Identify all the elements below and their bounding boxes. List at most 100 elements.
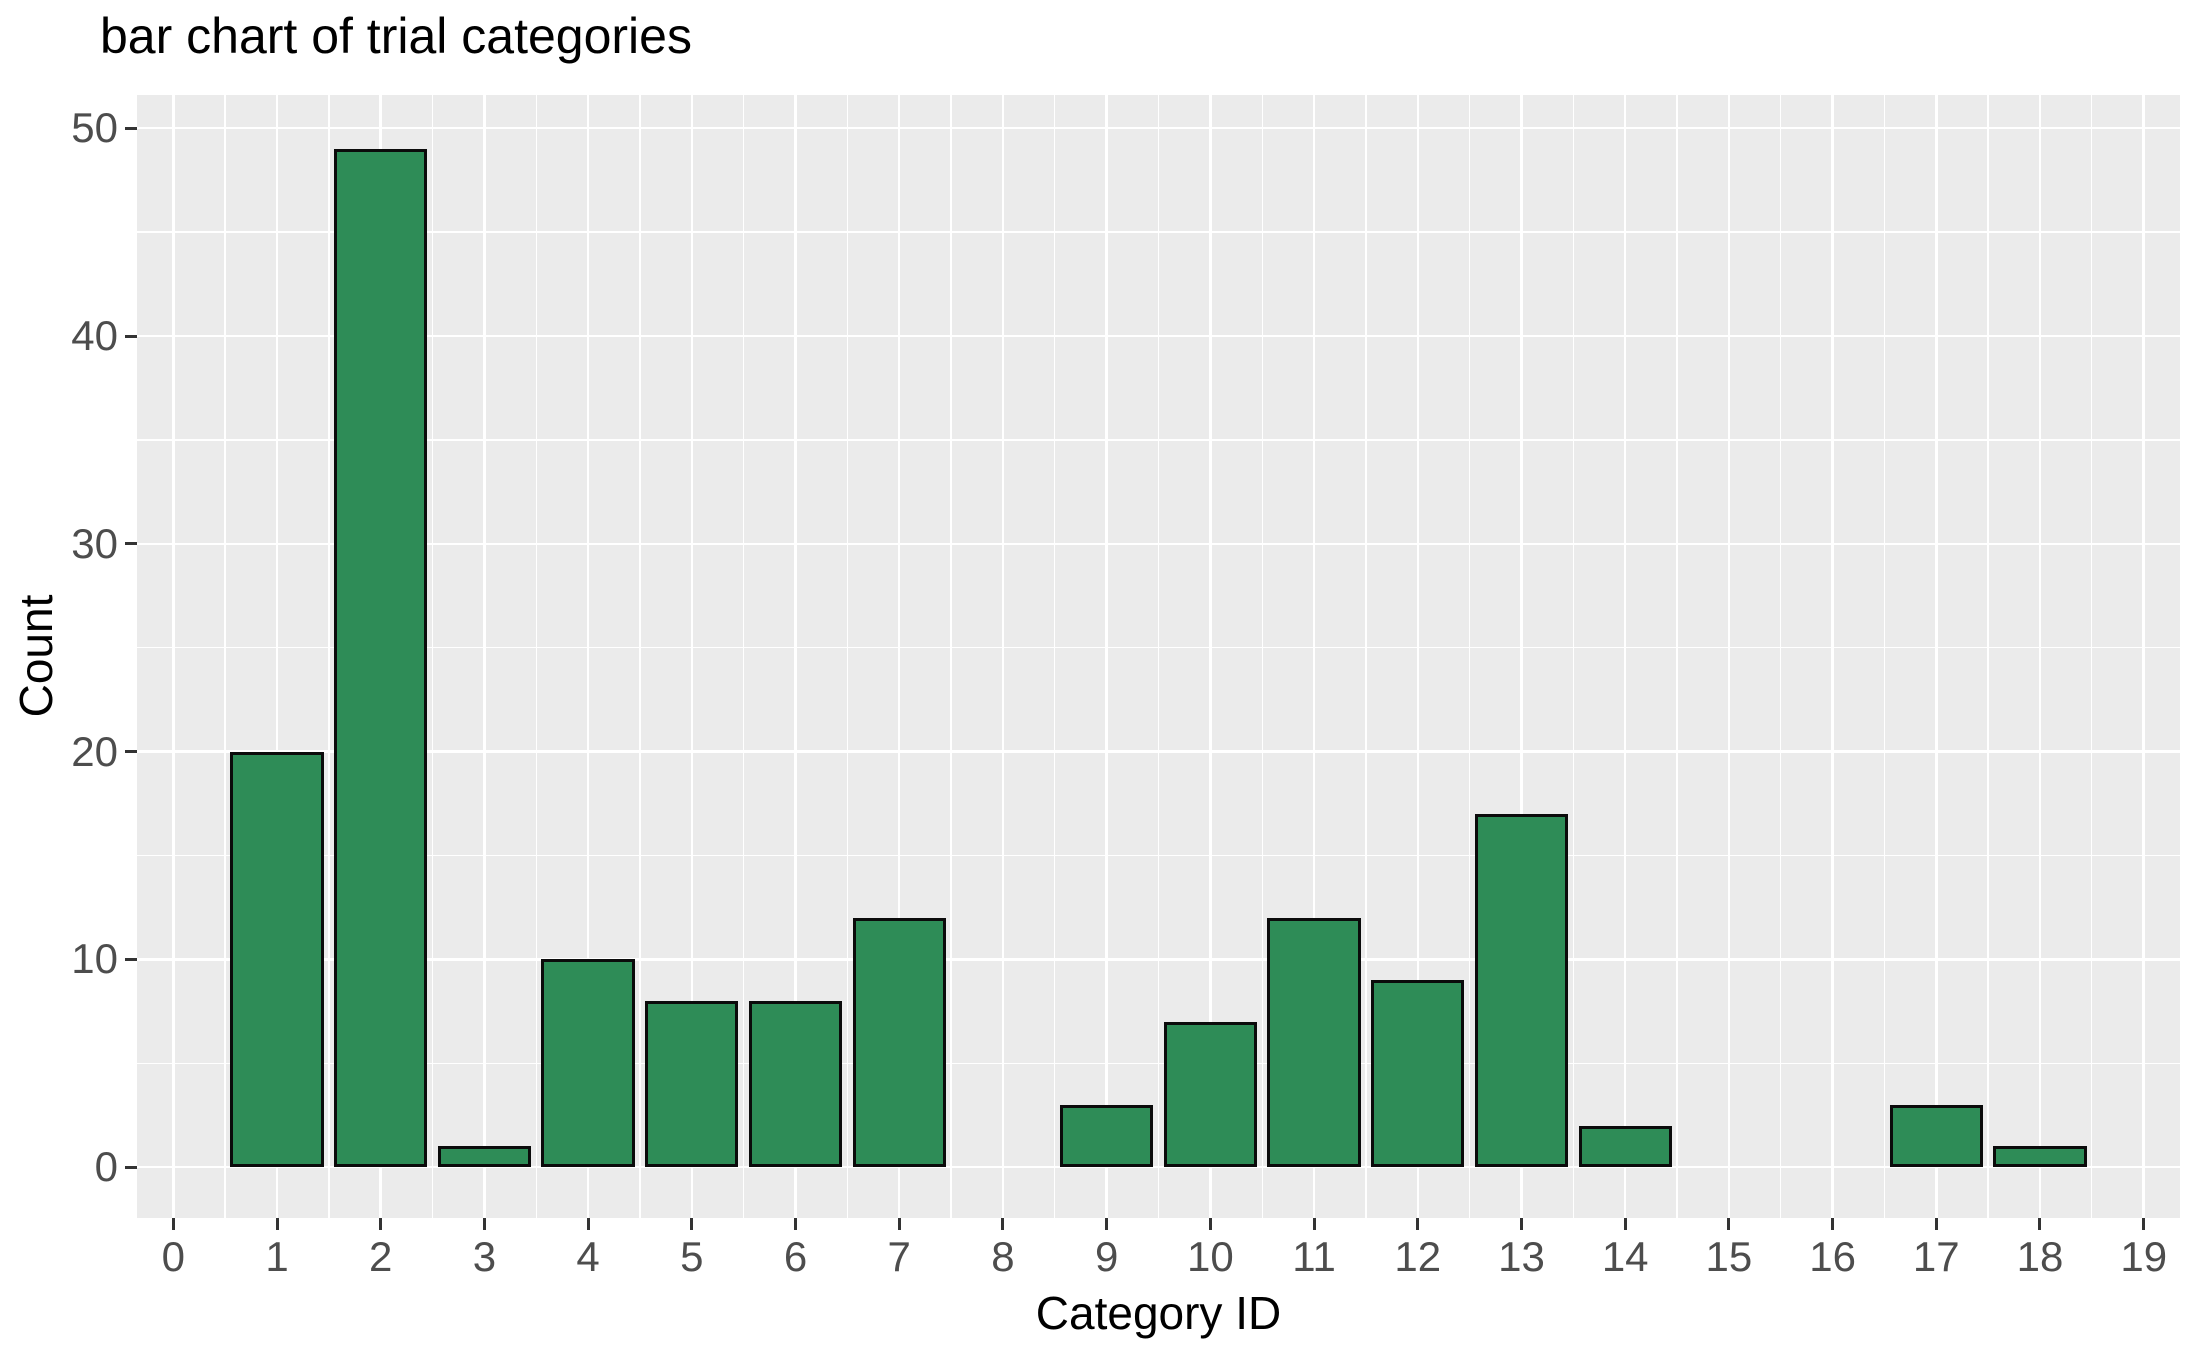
minor-gridline-x [1987,95,1989,1218]
bar-category-7 [852,917,946,1168]
bar-category-4 [541,959,635,1168]
x-tick-label: 3 [472,1233,497,1280]
y-tick-label: 30 [71,519,118,567]
x-tick-mark [1416,1218,1420,1230]
minor-gridline-x [1261,95,1263,1218]
x-tick-mark [794,1218,798,1230]
minor-gridline-x [1054,95,1056,1218]
x-tick-mark [586,1218,590,1230]
x-tick-label: 17 [1912,1233,1960,1280]
major-gridline-x [1831,95,1834,1218]
minor-gridline-y [137,854,2180,857]
y-tick-label: 40 [71,312,118,359]
x-tick-label: 7 [887,1233,911,1280]
major-gridline-x [1209,95,1212,1218]
x-tick-label: 8 [991,1233,1015,1280]
x-tick-label: 13 [1498,1233,1545,1280]
major-gridline-x [1105,95,1108,1218]
major-gridline-x [1416,95,1419,1218]
bar-category-10 [1163,1021,1257,1168]
x-tick-label: 1 [265,1233,289,1280]
major-gridline-x [1520,95,1523,1218]
major-gridline-y [137,126,2180,130]
x-tick-label: 10 [1186,1233,1234,1280]
minor-gridline-x [1780,95,1782,1218]
plot-panel [137,95,2180,1218]
major-gridline-x [275,95,279,1218]
minor-gridline-y [137,439,2180,441]
x-tick-label: 16 [1809,1233,1856,1280]
y-tick-mark [125,957,137,961]
major-gridline-y [137,542,2180,546]
bar-category-14 [1578,1125,1672,1168]
major-gridline-x [690,95,694,1218]
minor-gridline-x [950,95,952,1218]
y-tick-label: 50 [71,104,118,152]
x-tick-mark [897,1218,901,1230]
bar-category-5 [645,1000,739,1168]
x-tick-mark [1727,1218,1731,1230]
bar-category-12 [1371,980,1465,1168]
major-gridline-x [172,95,175,1218]
major-gridline-y [137,1165,2180,1169]
bar-category-9 [1059,1104,1154,1168]
x-tick-mark [1623,1218,1627,1230]
x-tick-label: 11 [1292,1233,1336,1280]
x-tick-mark [482,1218,486,1230]
y-tick-mark [125,126,137,130]
minor-gridline-x [1468,95,1471,1218]
y-tick-mark [125,1165,137,1169]
minor-gridline-x [743,95,745,1218]
minor-gridline-y [137,231,2180,233]
x-tick-mark [1105,1218,1109,1230]
major-gridline-x [1623,95,1627,1218]
major-gridline-x [586,95,590,1218]
minor-gridline-x [639,95,641,1218]
major-gridline-x [794,95,797,1218]
bar-category-11 [1267,917,1361,1168]
x-axis-title: Category ID [1035,1287,1282,1339]
bar-category-17 [1889,1104,1983,1168]
minor-gridline-x [2091,95,2093,1218]
y-tick-label: 20 [71,727,118,775]
major-gridline-x [897,95,901,1218]
minor-gridline-y [137,647,2180,649]
y-tick-label: 10 [71,935,118,983]
minor-gridline-x [328,95,330,1218]
x-tick-mark [379,1218,383,1230]
y-axis-title: Count [10,594,62,718]
minor-gridline-x [431,95,434,1218]
major-gridline-x [1001,95,1005,1218]
minor-gridline-x [535,95,537,1218]
x-tick-label: 2 [369,1233,393,1280]
bar-category-3 [437,1146,532,1168]
bar-category-2 [334,149,428,1168]
major-gridline-y [137,334,2180,338]
major-gridline-x [1312,95,1316,1218]
x-tick-mark [1934,1218,1938,1230]
bar-category-18 [1993,1146,2087,1168]
y-tick-mark [125,750,137,754]
bar-category-6 [748,1000,843,1168]
minor-gridline-x [846,95,849,1218]
bar-category-1 [230,751,324,1168]
x-tick-label: 6 [783,1233,808,1280]
y-tick-mark [125,542,137,546]
x-tick-mark [1831,1218,1835,1230]
x-tick-mark [1519,1218,1523,1230]
x-tick-mark [171,1218,175,1230]
x-tick-label: 18 [2016,1233,2064,1280]
x-tick-label: 0 [161,1233,185,1280]
x-tick-mark [690,1218,694,1230]
major-gridline-x [483,95,486,1218]
major-gridline-x [1935,95,1938,1218]
x-tick-mark [1312,1218,1316,1230]
x-tick-label: 15 [1705,1233,1753,1280]
minor-gridline-x [1676,95,1678,1218]
x-tick-mark [2142,1218,2146,1230]
x-tick-label: 4 [576,1233,600,1280]
chart-title: bar chart of trial categories [100,8,692,64]
minor-gridline-y [137,1062,2180,1064]
x-tick-label: 5 [680,1233,704,1280]
